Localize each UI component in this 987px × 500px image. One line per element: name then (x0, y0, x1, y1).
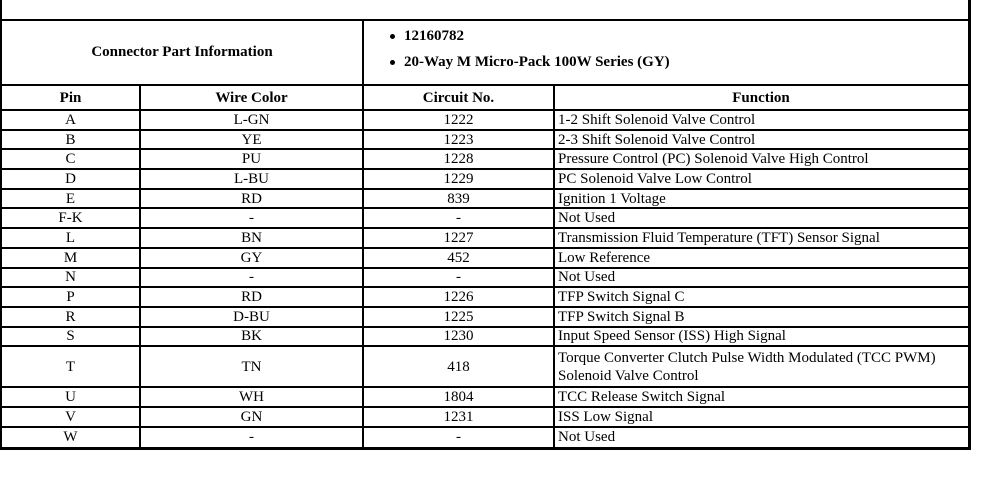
table-row: L BN 1227 Transmission Fluid Temperature… (2, 229, 968, 249)
pin-cell: F-K (58, 210, 83, 227)
table-row: P RD 1226 TFP Switch Signal C (2, 288, 968, 308)
function-cell: TCC Release Switch Signal (553, 388, 968, 406)
function-cell: Ignition 1 Voltage (553, 189, 968, 208)
circuit-cell: - (362, 268, 553, 287)
column-header-wire-color: Wire Color (139, 86, 362, 109)
wire-color-cell: - (139, 209, 362, 228)
connector-part-details: 12160782 20-Way M Micro-Pack 100W Series… (362, 21, 968, 84)
table-row: E RD 839 Ignition 1 Voltage (2, 189, 968, 210)
pin-cell: L (65, 229, 76, 246)
pin-cell: E (65, 190, 76, 207)
function-cell: TFP Switch Signal B (553, 307, 968, 326)
bullet-icon (390, 59, 395, 65)
table-row: M GY 452 Low Reference (2, 248, 968, 269)
table-row: T TN 418 Torque Converter Clutch Pulse W… (2, 347, 968, 389)
column-header-pin: Pin (59, 89, 82, 106)
table-row: A L-GN 1222 1-2 Shift Solenoid Valve Con… (2, 111, 968, 131)
connector-part-information-row: Connector Part Information 12160782 20-W… (2, 21, 968, 86)
function-cell: Low Reference (553, 248, 968, 267)
wire-color-cell: YE (139, 130, 362, 149)
connector-series-description: 20-Way M Micro-Pack 100W Series (GY) (404, 54, 670, 70)
function-cell: Input Speed Sensor (ISS) High Signal (553, 327, 968, 346)
wire-color-cell: - (139, 427, 362, 448)
pin-cell: R (65, 308, 76, 325)
table-row: F-K - - Not Used (2, 209, 968, 230)
table-row: R D-BU 1225 TFP Switch Signal B (2, 307, 968, 328)
empty-top-row (2, 0, 968, 21)
function-cell: Pressure Control (PC) Solenoid Valve Hig… (553, 150, 968, 169)
wire-color-cell: D-BU (139, 307, 362, 326)
table-row: W - - Not Used (2, 427, 968, 448)
wire-color-cell: PU (139, 150, 362, 169)
circuit-cell: 1804 (362, 388, 553, 406)
pin-cell: V (65, 408, 76, 425)
wire-color-cell: L-GN (139, 111, 362, 129)
function-cell: ISS Low Signal (553, 407, 968, 426)
function-cell: Not Used (553, 268, 968, 287)
wire-color-cell: L-BU (139, 170, 362, 188)
circuit-cell: 1227 (362, 229, 553, 247)
pin-cell: C (65, 151, 76, 168)
connector-pinout-table: Connector Part Information 12160782 20-W… (0, 0, 971, 451)
function-cell: 2-3 Shift Solenoid Valve Control (553, 130, 968, 149)
function-cell: PC Solenoid Valve Low Control (553, 170, 968, 188)
list-item: 20-Way M Micro-Pack 100W Series (GY) (390, 52, 968, 72)
connector-part-number: 12160782 (404, 28, 464, 44)
table-row: V GN 1231 ISS Low Signal (2, 407, 968, 428)
wire-color-cell: BK (139, 327, 362, 346)
bullet-icon (390, 33, 395, 39)
function-cell: Not Used (553, 209, 968, 228)
connector-part-information-label: Connector Part Information (91, 44, 273, 60)
table-row: U WH 1804 TCC Release Switch Signal (2, 388, 968, 408)
function-cell: Not Used (553, 427, 968, 448)
circuit-cell: 1223 (362, 130, 553, 149)
pin-cell: T (65, 358, 76, 375)
table-row: B YE 1223 2-3 Shift Solenoid Valve Contr… (2, 130, 968, 151)
circuit-cell: 839 (362, 189, 553, 208)
wire-color-cell: - (139, 268, 362, 287)
table-row: C PU 1228 Pressure Control (PC) Solenoid… (2, 150, 968, 171)
pin-cell: B (65, 131, 76, 148)
circuit-cell: 1222 (362, 111, 553, 129)
circuit-cell: 1231 (362, 407, 553, 426)
function-cell: Torque Converter Clutch Pulse Width Modu… (553, 347, 968, 387)
pin-cell: U (65, 389, 76, 406)
pin-cell: A (65, 111, 76, 128)
pin-cell: D (65, 170, 76, 187)
pin-cell: N (65, 269, 76, 286)
table-row: S BK 1230 Input Speed Sensor (ISS) High … (2, 327, 968, 348)
pin-cell: W (63, 429, 78, 446)
function-cell: Transmission Fluid Temperature (TFT) Sen… (553, 229, 968, 247)
circuit-cell: - (362, 427, 553, 448)
circuit-cell: 418 (362, 347, 553, 387)
list-item: 12160782 (390, 26, 968, 46)
circuit-cell: 1228 (362, 150, 553, 169)
wire-color-cell: TN (139, 347, 362, 387)
circuit-cell: 1225 (362, 307, 553, 326)
wire-color-cell: BN (139, 229, 362, 247)
wire-color-cell: GN (139, 407, 362, 426)
function-cell: 1-2 Shift Solenoid Valve Control (553, 111, 968, 129)
table-row: N - - Not Used (2, 268, 968, 289)
circuit-cell: 452 (362, 248, 553, 267)
pin-cell: S (66, 328, 75, 345)
pin-cell: P (66, 289, 75, 306)
circuit-cell: 1230 (362, 327, 553, 346)
function-cell: TFP Switch Signal C (553, 288, 968, 306)
column-header-function: Function (553, 86, 968, 109)
circuit-cell: 1229 (362, 170, 553, 188)
table-header-row: Pin Wire Color Circuit No. Function (2, 86, 968, 111)
circuit-cell: - (362, 209, 553, 228)
wire-color-cell: WH (139, 388, 362, 406)
wire-color-cell: RD (139, 288, 362, 306)
wire-color-cell: RD (139, 189, 362, 208)
column-header-circuit-no: Circuit No. (362, 86, 553, 109)
circuit-cell: 1226 (362, 288, 553, 306)
wire-color-cell: GY (139, 248, 362, 267)
table-row: D L-BU 1229 PC Solenoid Valve Low Contro… (2, 170, 968, 190)
pin-cell: M (63, 249, 78, 266)
